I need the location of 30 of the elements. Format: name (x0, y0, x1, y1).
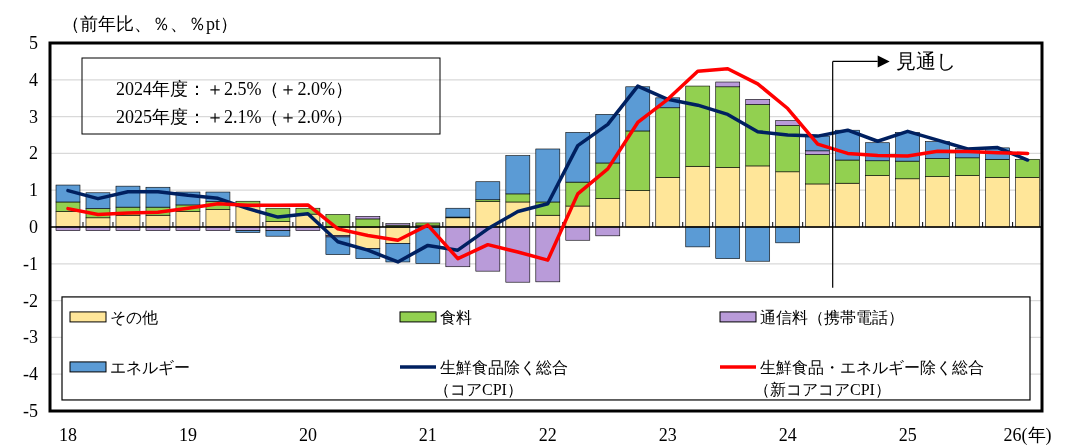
y-tick-label: -4 (23, 364, 38, 385)
y-tick-label: 0 (29, 217, 38, 237)
y-axis-title: （前年比、％、％pt） (62, 14, 239, 34)
y-tick-label: -1 (23, 253, 38, 274)
legend-label: 通信料（携帯電話） (760, 308, 904, 326)
legend-label: その他 (110, 308, 158, 326)
y-tick-label: 4 (29, 69, 38, 90)
x-tick-label: 18 (58, 425, 77, 445)
legend-label: 生鮮食品除く総合（コアCPI） (434, 358, 568, 398)
x-tick-label: 19 (178, 425, 197, 445)
legend-label: エネルギー (110, 358, 190, 376)
x-tick-label: 21 (418, 425, 437, 445)
x-tick-label: 25 (898, 425, 917, 445)
y-tick-label: -3 (23, 327, 38, 348)
x-tick-label: 20 (298, 425, 317, 445)
y-tick-label: 3 (29, 106, 38, 127)
y-tick-label: 1 (29, 180, 38, 201)
x-tick-label: 22 (538, 425, 557, 445)
annotation: 2024年度：＋2.5%（＋2.0%） (116, 79, 353, 99)
x-tick-label: 26(年) (1003, 425, 1052, 446)
x-tick-label: 23 (658, 425, 677, 445)
ref-line-label: 見通し (895, 50, 956, 73)
y-tick-label: 5 (29, 33, 38, 53)
y-tick-label: -2 (23, 290, 38, 311)
annotation: 2025年度：＋2.1%（＋2.0%） (116, 107, 353, 127)
legend-label: 生鮮食品・エネルギー除く総合（新コアコアCPI） (754, 358, 984, 398)
y-tick-label: 2 (29, 143, 38, 164)
x-tick-label: 24 (778, 425, 797, 445)
legend-label: 食料 (440, 308, 472, 326)
y-tick-label: -5 (23, 401, 38, 421)
